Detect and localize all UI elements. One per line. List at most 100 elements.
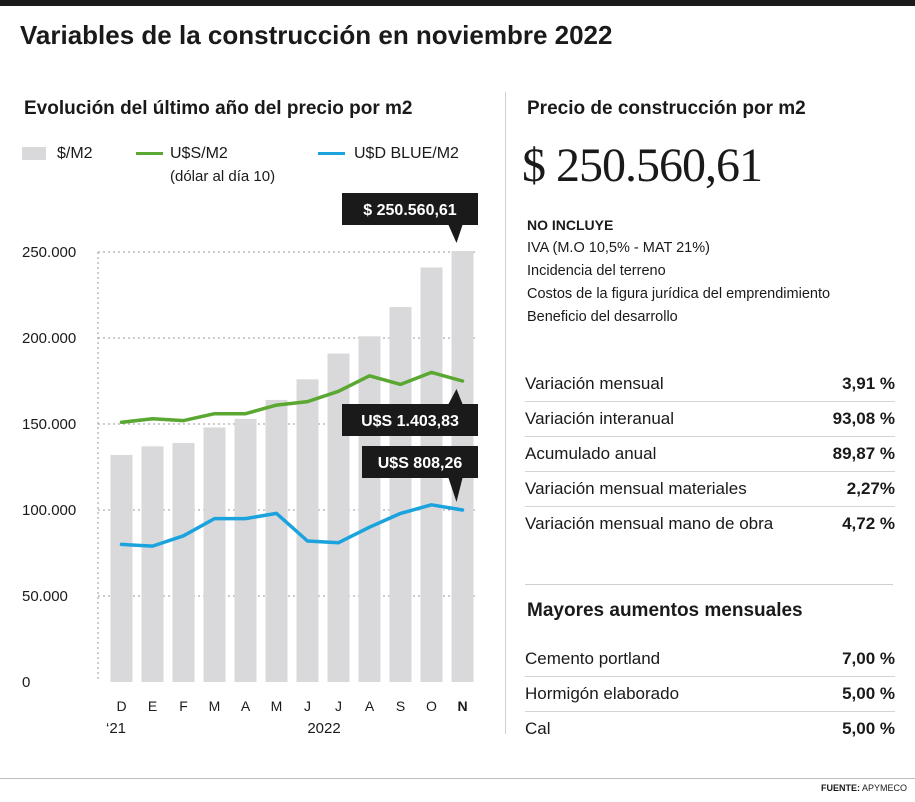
stat-label: Variación interanual	[525, 409, 674, 428]
bar-2	[172, 442, 195, 682]
variaciones-table: Variación mensual 3,91 % Variación intera…	[525, 367, 895, 541]
legend-swatch-blue	[318, 152, 345, 155]
point-series-2-1	[151, 545, 154, 547]
callout-box	[362, 446, 478, 478]
x-tick-label: F	[179, 698, 188, 714]
bar-5	[265, 399, 288, 682]
bar-4	[234, 418, 257, 682]
point-series-1-5	[275, 404, 278, 406]
line-series-2	[119, 503, 465, 548]
stat-value: 3,91 %	[842, 374, 895, 393]
stat-value: 2,27%	[846, 479, 895, 498]
stat-row: Variación mensual 3,91 %	[525, 367, 895, 402]
legend-note-usd: (dólar al día 10)	[170, 168, 276, 185]
stat-value: 7,00 %	[842, 649, 895, 668]
no-incluye-item: IVA (M.O 10,5% - MAT 21%)	[527, 240, 710, 256]
source-credit: FUENTE: APYMECO	[821, 783, 907, 793]
chart-subtitle: Evolución del último año del precio por …	[24, 98, 413, 119]
axis-labels: 250.000 200.000 150.000 100.000 50.000 0 D E F M A…	[22, 244, 468, 737]
bar-0	[110, 454, 133, 682]
point-series-1-6	[306, 400, 309, 403]
callout-pointer	[448, 478, 463, 502]
no-incluye-item: Incidencia del terreno	[527, 263, 666, 279]
point-series-1-4	[244, 412, 247, 415]
stat-row: Variación interanual 93,08 %	[525, 402, 895, 437]
stat-row: Cemento portland 7,00 %	[525, 642, 895, 677]
x-tick-label: O	[426, 698, 437, 714]
stat-label: Acumulado anual	[525, 444, 657, 463]
price-section-title: Precio de construcción por m2	[527, 98, 806, 119]
stat-label: Variación mensual mano de obra	[525, 514, 774, 533]
source-label: FUENTE:	[820, 783, 860, 793]
legend-label-pesos: $/M2	[57, 145, 93, 162]
stat-row: Hormigón elaborado 5,00 %	[525, 677, 895, 712]
callout-box	[342, 404, 478, 436]
point-series-1-11	[461, 380, 464, 382]
point-series-1-8	[368, 375, 371, 377]
point-series-2-2	[182, 535, 185, 537]
aumentos-title: Mayores aumentos mensuales	[527, 600, 803, 621]
point-series-2-10	[430, 504, 433, 506]
callout-label: $ 250.560,61	[363, 202, 457, 219]
no-incluye-title: NO INCLUYE	[527, 217, 614, 233]
no-incluye-item: Beneficio del desarrollo	[527, 309, 678, 325]
bar-8	[358, 336, 381, 682]
page-title: Variables de la construcción en noviembr…	[20, 20, 613, 50]
stat-row: Variación mensual mano de obra 4,72 %	[525, 507, 895, 541]
bar-9	[389, 307, 412, 682]
year-label: 2022	[307, 720, 340, 737]
column-divider	[505, 92, 506, 734]
callout-label: U$S 1.403,83	[361, 413, 459, 430]
stat-value: 5,00 %	[842, 719, 895, 738]
stat-row: Variación mensual materiales 2,27%	[525, 472, 895, 507]
stat-row: Cal 5,00 %	[525, 712, 895, 746]
bar-6	[296, 379, 319, 682]
bar-1	[141, 446, 164, 682]
point-series-2-4	[244, 517, 247, 520]
top-rule	[0, 0, 915, 6]
stat-value: 93,08 %	[832, 409, 895, 428]
point-series-1-10	[430, 371, 433, 374]
point-series-1-1	[151, 418, 154, 420]
source-name: APYMECO	[861, 783, 907, 793]
point-series-2-5	[275, 512, 278, 515]
price-chart: 250.000 200.000 150.000 100.000 50.000 0 D E F M A…	[22, 193, 478, 737]
stat-label: Cemento portland	[525, 649, 661, 668]
bar-3	[203, 427, 226, 682]
bar-7	[327, 353, 350, 682]
legend-label-usd: U$S/M2	[170, 145, 228, 162]
price-value: $ 250.560,61	[522, 139, 763, 192]
y-tick-label: 0	[22, 674, 30, 691]
point-series-1-2	[182, 419, 185, 422]
y-tick-label: 150.000	[22, 416, 76, 433]
callout-label: U$S 808,26	[378, 455, 463, 472]
aumentos-table: Cemento portland 7,00 % Hormigón elaborad…	[525, 642, 895, 746]
stat-value: 89,87 %	[832, 444, 895, 463]
callout-box	[342, 193, 478, 225]
point-series-2-0	[120, 543, 123, 546]
point-series-1-3	[213, 412, 216, 415]
point-series-2-3	[213, 517, 216, 520]
x-tick-label: M	[271, 698, 283, 714]
y-tick-label: 250.000	[22, 244, 76, 261]
callouts: $ 250.560,61 U$S 1.403,83 U$S 808,26	[342, 193, 478, 502]
point-series-1-7	[337, 390, 340, 393]
series-lines	[119, 370, 465, 548]
section-divider	[525, 584, 893, 585]
stat-label: Variación mensual materiales	[525, 479, 747, 498]
y-tick-label: 100.000	[22, 502, 76, 519]
x-tick-label: A	[241, 698, 251, 714]
point-series-1-0	[120, 421, 123, 424]
stat-value: 4,72 %	[842, 514, 895, 533]
stat-label: Hormigón elaborado	[525, 684, 680, 703]
bottom-rule	[0, 778, 915, 779]
x-tick-label: M	[209, 698, 221, 714]
stat-value: 5,00 %	[842, 684, 895, 703]
no-incluye-item: Costos de la figura jurídica del emprend…	[527, 286, 831, 302]
x-tick-label: D	[116, 698, 126, 714]
x-tick-label: A	[365, 698, 375, 714]
stat-label: Cal	[525, 719, 551, 738]
no-incluye-list: IVA (M.O 10,5% - MAT 21%) Incidencia del…	[527, 237, 830, 329]
point-series-2-7	[337, 541, 340, 544]
stat-label: Variación mensual	[525, 374, 664, 393]
